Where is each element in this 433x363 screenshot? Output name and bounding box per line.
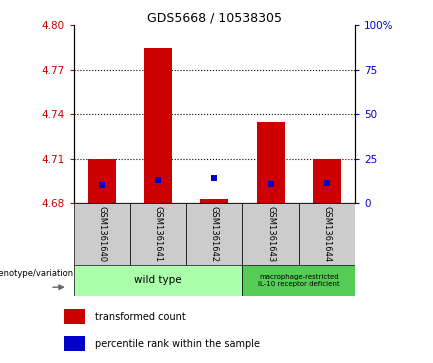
Text: GSM1361644: GSM1361644 — [323, 206, 331, 262]
Bar — [313, 159, 341, 203]
Bar — [87, 159, 116, 203]
Bar — [299, 203, 355, 265]
Title: GDS5668 / 10538305: GDS5668 / 10538305 — [147, 11, 282, 24]
Bar — [256, 122, 285, 203]
Bar — [64, 309, 85, 324]
Text: macrophage-restricted
IL-10 receptor deficient: macrophage-restricted IL-10 receptor def… — [258, 274, 339, 287]
Text: GSM1361642: GSM1361642 — [210, 206, 219, 262]
Bar — [200, 199, 229, 203]
Text: GSM1361641: GSM1361641 — [154, 206, 162, 262]
Text: wild type: wild type — [134, 276, 182, 285]
Text: percentile rank within the sample: percentile rank within the sample — [95, 339, 260, 349]
Text: transformed count: transformed count — [95, 311, 186, 322]
Bar — [186, 203, 242, 265]
Text: GSM1361643: GSM1361643 — [266, 206, 275, 262]
Bar — [74, 203, 130, 265]
Text: GSM1361640: GSM1361640 — [97, 206, 106, 262]
Bar — [144, 48, 172, 203]
Bar — [242, 203, 299, 265]
Text: genotype/variation: genotype/variation — [0, 269, 73, 278]
Bar — [74, 265, 242, 296]
Bar — [130, 203, 186, 265]
Bar — [64, 336, 85, 351]
Bar — [242, 265, 355, 296]
